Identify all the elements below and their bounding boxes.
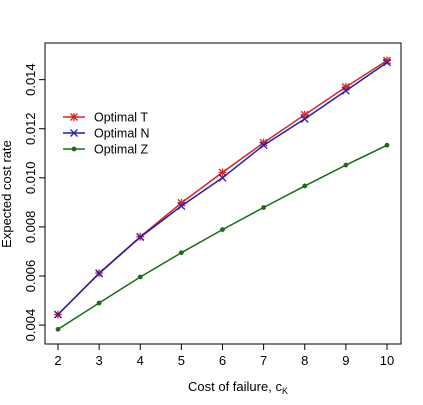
point-optimal-n-3-stroke-b [95,269,104,278]
y-tick-label-0.004: 0.004 [23,309,38,342]
point-optimal-n-3 [95,269,104,278]
y-tick-label-0.008: 0.008 [23,211,38,244]
x-tick-label-6: 6 [219,353,226,368]
point-optimal-z-6 [220,227,225,233]
series-line-optimal-t [57,59,388,316]
x-tick-label-10: 10 [380,353,394,368]
x-tick-label-4: 4 [137,353,144,368]
point-optimal-n-5-stroke-b [177,202,186,211]
legend-label-optimal-t: Optimal T [94,111,148,125]
point-optimal-z-4-shape [137,274,143,280]
x-axis-label-subscript: K [282,386,288,396]
legend-marker-optimal-z [71,146,77,152]
legend-marker-optimal-n-stroke-b [70,129,78,137]
legend-label-optimal-z: Optimal Z [94,143,149,157]
point-optimal-z-5-shape [178,250,184,256]
point-optimal-z-5 [178,250,184,256]
point-optimal-z-9-shape [343,162,349,168]
legend-item-optimal-t: Optimal T [63,111,148,125]
point-optimal-n-10-stroke-b [383,58,391,67]
point-optimal-z-2 [55,326,61,332]
x-axis-label: Cost of failure, cK [188,379,288,396]
point-optimal-n-5 [177,202,186,211]
point-optimal-n-2 [54,310,62,319]
point-optimal-z-8 [302,183,308,189]
series-line-optimal-n [57,61,388,316]
legend-item-optimal-z: Optimal Z [63,143,149,157]
x-tick-label-9: 9 [342,353,349,368]
point-optimal-z-7 [261,205,267,210]
point-optimal-z-3-shape [96,300,102,306]
x-tick-label-2: 2 [54,353,61,368]
x-tick-label-7: 7 [260,353,267,368]
legend-item-optimal-n: Optimal N [63,127,150,141]
point-optimal-z-4 [137,274,143,280]
point-optimal-n-2-stroke-b [54,310,62,319]
point-optimal-n-8 [300,114,309,123]
point-optimal-n-7 [259,141,268,150]
series-optimal-t [54,56,391,319]
point-optimal-z-3 [96,300,102,306]
point-optimal-n-6 [218,173,227,182]
point-optimal-n-7-stroke-b [259,141,268,150]
point-optimal-n-10 [383,58,391,67]
point-optimal-z-9 [343,162,349,168]
point-optimal-n-6-stroke-b [218,173,227,182]
x-tick-label-8: 8 [301,353,308,368]
x-axis: 2 3 4 5 6 7 8 9 10 [54,343,394,368]
point-optimal-z-7-shape [261,205,267,210]
series-layer [54,56,391,332]
legend-label-optimal-n: Optimal N [94,127,150,141]
point-optimal-n-4-stroke-b [136,233,145,242]
point-optimal-n-4 [136,233,145,242]
y-tick-label-0.010: 0.010 [23,162,38,195]
point-optimal-n-8-stroke-b [300,114,309,123]
point-optimal-z-10 [384,142,390,148]
point-optimal-z-10-shape [384,142,390,148]
legend-marker-optimal-t [70,113,78,121]
point-optimal-z-8-shape [302,183,308,189]
legend: Optimal T Optimal N Optimal Z [63,111,150,157]
point-optimal-z-2-shape [55,326,61,332]
y-tick-label-0.014: 0.014 [23,63,38,96]
y-tick-label-0.006: 0.006 [23,260,38,293]
y-tick-label-0.012: 0.012 [23,112,38,145]
series-optimal-z [55,142,390,332]
x-tick-label-5: 5 [178,353,185,368]
legend-marker-optimal-n [70,129,78,137]
point-optimal-z-6-shape [220,227,225,233]
x-axis-label-main: Cost of failure, c [188,379,282,394]
point-optimal-n-9-stroke-b [341,86,350,95]
x-tick-label-3: 3 [96,353,103,368]
series-optimal-n [54,58,391,319]
point-optimal-n-9 [341,86,350,95]
y-axis: 0.004 0.006 0.008 0.010 0.012 0.014 [23,63,46,342]
legend-marker-optimal-z-shape [71,146,77,152]
y-axis-label: Expected cost rate [0,140,14,248]
